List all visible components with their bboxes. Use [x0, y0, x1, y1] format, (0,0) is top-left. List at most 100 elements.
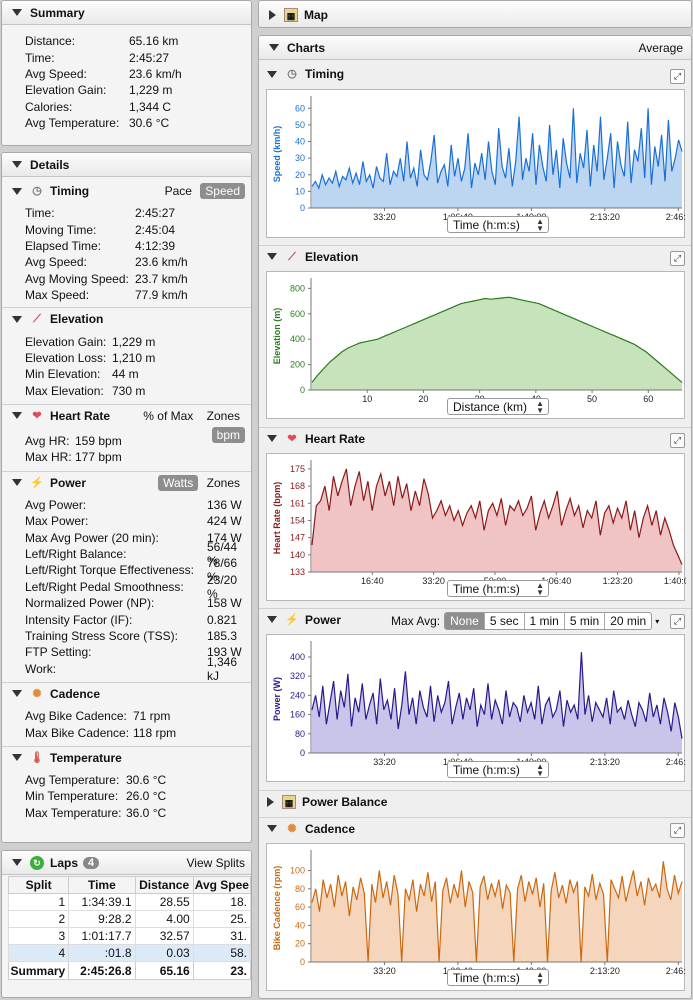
laps-column-header[interactable]: Distance — [134, 876, 194, 894]
disclosure-triangle-icon[interactable] — [12, 690, 22, 698]
y-tick-label: 40 — [295, 920, 305, 930]
view-splits-button[interactable]: View Splits — [186, 855, 245, 870]
disclosure-triangle-icon[interactable] — [267, 616, 277, 623]
disclosure-triangle-icon[interactable] — [12, 859, 22, 866]
expand-icon[interactable]: ⤢ — [670, 433, 685, 448]
heart-rate-chart-header[interactable]: ❤ Heart Rate — [259, 427, 691, 449]
disclosure-triangle-icon[interactable] — [12, 479, 22, 487]
expand-icon[interactable]: ⤢ — [670, 251, 685, 266]
stat-value: 0.821 — [207, 612, 238, 627]
stat-label: Elevation Gain: — [25, 334, 107, 349]
y-tick-label: 60 — [295, 103, 305, 113]
power-balance-header[interactable]: ▦ Power Balance — [259, 790, 691, 812]
charts-title: Charts — [287, 40, 326, 55]
speed-toggle[interactable]: Speed — [200, 183, 245, 199]
stat-label: Max Speed: — [25, 288, 90, 303]
laps-column-header[interactable]: Split — [7, 876, 70, 894]
heart-rate-list: Avg HR: 159 bpm Max HR: 177 bpm — [2, 427, 251, 471]
stat-label: Max Elevation: — [25, 383, 104, 398]
laps-header[interactable]: ↻ Laps 4 View Splits — [2, 851, 251, 875]
laps-cell: 58. — [192, 944, 251, 962]
disclosure-triangle-icon[interactable] — [12, 9, 22, 16]
timing-chart-title: Timing — [305, 67, 345, 81]
laps-column-header[interactable]: Time — [68, 876, 136, 894]
disclosure-triangle-icon[interactable] — [12, 412, 22, 420]
disclosure-triangle-icon[interactable] — [12, 754, 22, 762]
summary-header[interactable]: Summary — [2, 1, 251, 25]
laps-row[interactable]: 3 1:01:17.7 32.57 31. — [7, 927, 251, 945]
laps-cell: 2 — [7, 910, 70, 928]
temperature-section: 🌡 Temperature Avg Temperature: 30.6 °C Min… — [2, 745, 251, 826]
bpm-toggle[interactable]: bpm — [211, 426, 245, 443]
heart-rate-section: ❤ Heart Rate % of Max Zones bpm Avg HR: 1… — [2, 403, 251, 471]
disclosure-triangle-icon[interactable] — [12, 161, 22, 168]
expand-icon[interactable]: ⤢ — [670, 614, 685, 629]
average-toggle[interactable]: Average — [638, 40, 683, 55]
axis-select-label: Time (h:m:s) — [453, 970, 520, 985]
cadence-axis-select[interactable]: Time (h:m:s) ▲ ▼ — [447, 969, 549, 986]
laps-cell: 31. — [192, 927, 251, 945]
expand-icon[interactable]: ⤢ — [670, 69, 685, 84]
max-avg-option[interactable]: 5 min — [563, 613, 604, 629]
laps-column-header[interactable]: Avg Spee — [192, 876, 251, 894]
elevation-axis-select[interactable]: Distance (km) ▲ ▼ — [447, 398, 549, 415]
hr-zones-toggle[interactable]: Zones — [206, 408, 240, 423]
x-tick-label: 1:06:40 — [541, 576, 571, 586]
stat-label: Avg HR: — [25, 434, 70, 449]
disclosure-triangle-icon[interactable] — [12, 187, 22, 195]
cadence-section-header[interactable]: ✺ Cadence — [2, 683, 251, 705]
cadence-icon: ✺ — [287, 822, 297, 835]
disclosure-triangle-icon[interactable] — [267, 253, 277, 260]
temperature-section-header[interactable]: 🌡 Temperature — [2, 747, 251, 769]
dropdown-arrow-icon[interactable]: ▾ — [655, 616, 660, 626]
max-avg-option[interactable]: None — [445, 613, 484, 629]
stat-label: Left/Right Balance: — [25, 547, 127, 562]
map-header[interactable]: ▦ Map — [259, 1, 691, 27]
disclosure-triangle-icon[interactable] — [267, 435, 277, 442]
series-line — [311, 861, 683, 963]
elevation-chart-header[interactable]: ⟋ Elevation — [259, 245, 691, 267]
stat-row: Moving Time: 2:45:04 — [25, 221, 251, 237]
max-avg-option[interactable]: 20 min — [604, 613, 651, 629]
disclosure-triangle-icon[interactable] — [12, 315, 22, 323]
elevation-section-header[interactable]: ⟋ Elevation — [2, 308, 251, 330]
cadence-chart-header[interactable]: ✺ Cadence — [259, 817, 691, 839]
laps-row[interactable]: 4:01.8 0.03 58. — [7, 944, 251, 962]
timing-chart-header[interactable]: ◷ Timing — [259, 63, 691, 85]
details-header[interactable]: Details — [2, 153, 251, 177]
pace-toggle[interactable]: Pace — [164, 184, 192, 198]
stat-value: 4:12:39 — [135, 238, 176, 253]
power-section: ⚡ Power Watts Zones Avg Power: 136 W Max P… — [2, 470, 251, 683]
laps-row[interactable]: 2 9:28.2 4.00 25. — [7, 910, 251, 928]
disclosure-triangle-icon[interactable] — [267, 796, 274, 807]
max-avg-control: Max Avg: None 5 sec 1 min 5 min 20 min ▾ — [391, 612, 659, 630]
power-section-header[interactable]: ⚡ Power Watts Zones — [2, 472, 251, 494]
expand-icon[interactable]: ⤢ — [670, 823, 685, 838]
heart-rate-section-header[interactable]: ❤ Heart Rate % of Max Zones — [2, 405, 251, 427]
power-axis-select[interactable]: Time (h:m:s) ▲ ▼ — [447, 761, 549, 778]
watts-toggle[interactable]: Watts — [158, 474, 199, 491]
disclosure-triangle-icon[interactable] — [269, 9, 276, 20]
disclosure-triangle-icon[interactable] — [267, 825, 277, 832]
power-chart-header[interactable]: ⚡ Power — [259, 608, 691, 630]
heart-rate-axis-select[interactable]: Time (h:m:s) ▲ ▼ — [447, 580, 549, 597]
stat-row: Avg Power: 136 W — [25, 497, 251, 513]
charts-header[interactable]: Charts Average — [259, 36, 691, 60]
power-zones-toggle[interactable]: Zones — [206, 475, 240, 490]
max-avg-option[interactable]: 1 min — [523, 613, 564, 629]
timing-axis-select[interactable]: Time (h:m:s) ▲ ▼ — [447, 216, 549, 233]
stat-label: Max Bike Cadence: — [25, 725, 130, 740]
charts-panel: Charts Average ◷ Timing ⤢ Speed (km/h) 0 1… — [258, 35, 692, 999]
stat-value: 2:45:27 — [135, 206, 176, 221]
laps-row[interactable]: 1 1:34:39.1 28.55 18. — [7, 893, 251, 911]
stat-label: Time: — [25, 50, 55, 65]
y-tick-label: 161 — [290, 498, 305, 508]
percent-of-max-toggle[interactable]: % of Max — [143, 408, 194, 423]
y-tick-label: 133 — [290, 567, 305, 577]
stat-label: Avg Temperature: — [25, 772, 120, 787]
disclosure-triangle-icon[interactable] — [269, 44, 279, 51]
disclosure-triangle-icon[interactable] — [267, 70, 277, 78]
timing-section-header[interactable]: ◷ Timing Pace Speed — [2, 180, 251, 202]
max-avg-option[interactable]: 5 sec — [483, 613, 524, 629]
